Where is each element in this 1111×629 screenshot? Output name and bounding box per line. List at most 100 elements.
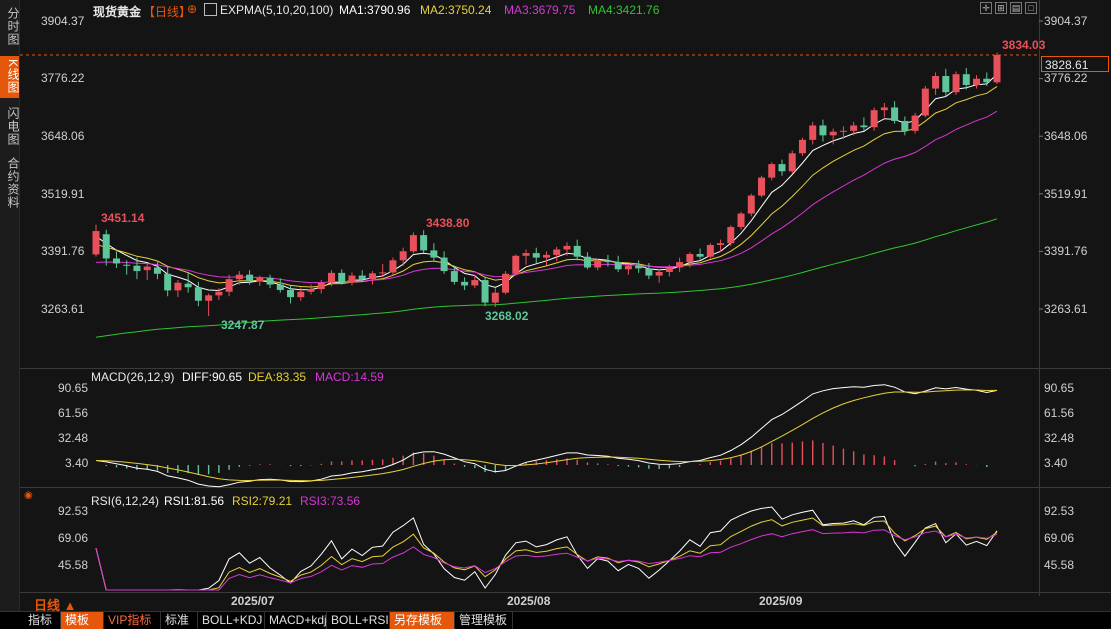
candle-body	[133, 265, 141, 272]
ma3-value: MA3:3679.75	[504, 3, 576, 17]
candle-body	[583, 256, 591, 268]
candle	[215, 288, 223, 300]
add-indicator-icon[interactable]: ⊕	[187, 2, 198, 16]
candle	[850, 121, 858, 136]
candle	[256, 275, 264, 286]
ma4-line	[95, 218, 998, 338]
candle-body	[287, 289, 295, 298]
candle	[317, 280, 325, 294]
candle	[768, 162, 776, 181]
bottom-tab[interactable]: VIP指标	[104, 612, 161, 629]
candle	[123, 260, 131, 275]
candle	[932, 72, 940, 95]
candle	[450, 265, 458, 285]
chart-canvas[interactable]	[20, 0, 1111, 596]
period-selector[interactable]: 日线 ▲	[34, 598, 77, 613]
candle-body	[778, 164, 786, 172]
candle-body	[225, 279, 233, 292]
candle	[440, 251, 448, 274]
candle	[604, 254, 612, 267]
peak-annotation: 3438.80	[426, 216, 470, 230]
candle	[911, 112, 919, 134]
left-tab[interactable]: 分时图	[6, 6, 20, 46]
candle-body	[717, 243, 725, 246]
macd-tick-right: 3.40	[1044, 456, 1068, 470]
macd-diff: DIFF:90.65	[182, 370, 243, 384]
candle-body	[246, 274, 254, 282]
candle-body	[307, 289, 315, 292]
candle-body	[338, 272, 346, 283]
candle-body	[973, 78, 981, 85]
rsi1-line	[95, 506, 998, 591]
rsi2-value: RSI2:79.21	[232, 494, 293, 508]
candle-body	[737, 213, 745, 228]
rsi-title: RSI(6,12,24)	[91, 494, 160, 508]
bottom-tab[interactable]: BOLL+KDJ	[198, 612, 265, 629]
candle-body	[389, 260, 397, 273]
rsi1-value: RSI1:81.56	[164, 494, 225, 508]
rsi-tick-left: 69.06	[58, 531, 89, 545]
candle-body	[696, 253, 704, 257]
expma-label: EXPMA(5,10,20,100)	[220, 3, 334, 17]
bottom-tab[interactable]: MACD+kdj	[265, 612, 327, 629]
candle	[512, 254, 520, 276]
rsi3-value: RSI3:73.56	[300, 494, 361, 508]
left-tab[interactable]: 闪电图	[6, 106, 20, 146]
candle	[420, 230, 428, 254]
indicator-settings-icon[interactable]	[204, 3, 217, 16]
candle-body	[932, 76, 940, 89]
candle	[594, 258, 602, 271]
bottom-tab[interactable]: 管理模板	[455, 612, 513, 629]
rsi-tick-right: 69.06	[1044, 531, 1075, 545]
bottom-tab[interactable]: BOLL+RSI	[327, 612, 390, 629]
candle	[133, 257, 141, 280]
candle-body	[471, 280, 479, 286]
candle-body	[409, 235, 417, 252]
left-tab[interactable]: K线图	[0, 56, 20, 98]
candle-body	[368, 273, 376, 280]
expand-icon[interactable]: □	[1025, 2, 1037, 14]
candle	[655, 269, 663, 283]
candle	[870, 107, 878, 131]
price-tick-left: 3519.91	[41, 187, 85, 201]
macd-tick-right: 90.65	[1044, 381, 1075, 395]
candle	[287, 285, 295, 304]
candle	[798, 137, 806, 157]
candle	[717, 239, 725, 253]
candle-body	[420, 235, 428, 251]
candle-body	[256, 277, 264, 282]
bottom-tab[interactable]: 模板	[61, 612, 104, 629]
crosshair-icon[interactable]: ✛	[980, 2, 992, 14]
price-tick-left: 3648.06	[41, 129, 85, 143]
rsi-tick-right: 92.53	[1044, 504, 1075, 518]
period-label[interactable]: 【日线】	[143, 5, 192, 19]
candle	[225, 274, 233, 297]
candle	[502, 271, 510, 295]
current-price-tag: 3828.61	[1041, 56, 1109, 72]
bottom-tab[interactable]: 指标	[24, 612, 61, 629]
bottom-tab[interactable]: 另存模板	[390, 612, 455, 629]
price-tick-right: 3776.22	[1044, 71, 1088, 85]
candle	[696, 248, 704, 260]
candle-body	[850, 125, 858, 131]
candle	[624, 263, 632, 275]
ma4-value: MA4:3421.76	[588, 3, 660, 17]
rsi2-line	[95, 517, 998, 591]
candle-body	[461, 281, 469, 286]
zoom-icon[interactable]: ⊞	[995, 2, 1007, 14]
candle-body	[798, 139, 806, 154]
candle	[901, 116, 909, 136]
candle-body	[297, 291, 305, 298]
scale-icon[interactable]: ▤	[1010, 2, 1022, 14]
candle	[993, 52, 1001, 85]
bottom-tab[interactable]: 标准	[161, 612, 198, 629]
price-tick-right: 3391.76	[1044, 244, 1088, 258]
candle-body	[276, 284, 284, 290]
macd-diff-line	[95, 384, 998, 488]
target-icon[interactable]: ◉	[24, 490, 33, 501]
candle-body	[143, 266, 151, 271]
candle	[143, 262, 151, 281]
macd-tick-right: 32.48	[1044, 431, 1075, 445]
candle-body	[870, 110, 878, 128]
left-tab[interactable]: 合约资料	[6, 157, 20, 209]
